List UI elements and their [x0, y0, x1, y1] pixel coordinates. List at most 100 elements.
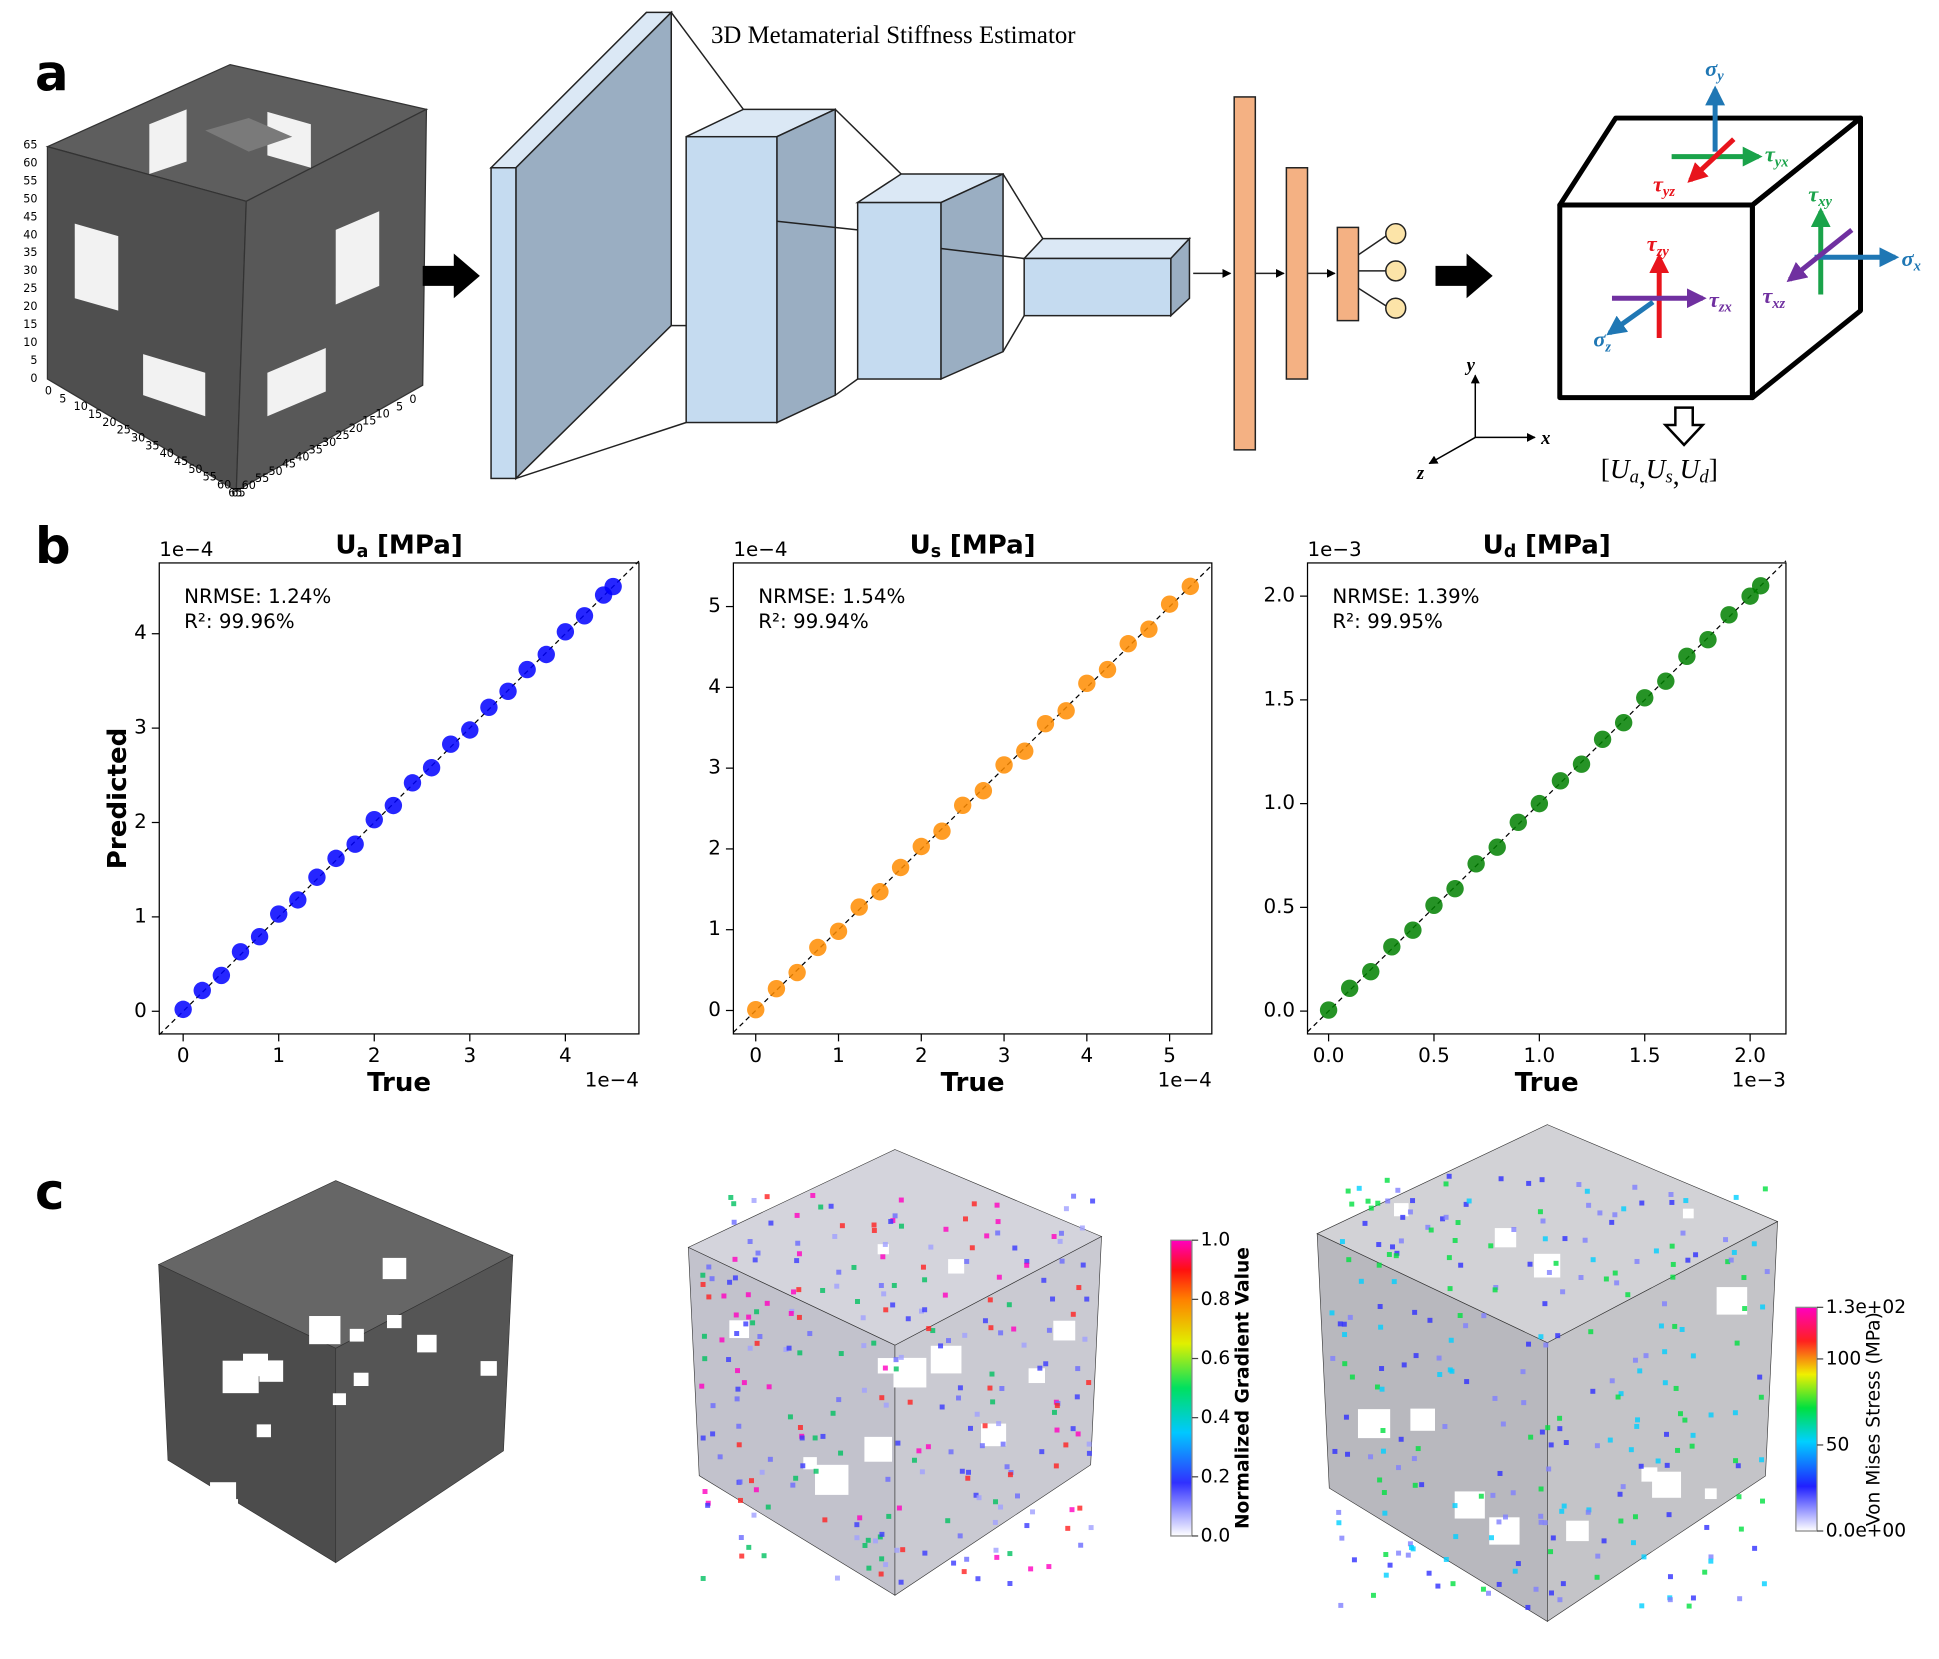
speckle: [982, 1423, 988, 1429]
symbol: τ: [1765, 142, 1776, 167]
speckle: [794, 1212, 800, 1218]
subscript: zy: [1656, 244, 1670, 260]
speckle: [1386, 1252, 1392, 1257]
speckle: [1685, 1257, 1691, 1263]
speckle: [1615, 1394, 1621, 1400]
speckle: [787, 1414, 793, 1420]
speckle: [1515, 1561, 1521, 1567]
axis-letter: y: [1465, 355, 1476, 376]
scatter-point: [289, 891, 307, 909]
speckle: [1733, 1194, 1739, 1200]
speckle: [963, 1216, 968, 1222]
scatter-point: [747, 1000, 765, 1019]
speckle: [871, 1227, 877, 1233]
speckle: [1582, 1237, 1588, 1243]
chart-title: Ud [MPa]: [1483, 530, 1611, 562]
hole: [877, 1244, 889, 1255]
speckle: [734, 1396, 740, 1402]
voxel-cube: [45, 63, 429, 492]
speckle: [1612, 1212, 1618, 1218]
speckle: [1051, 1234, 1057, 1240]
speckle: [759, 1469, 765, 1475]
speckle: [1082, 1336, 1088, 1342]
speckle: [749, 1478, 754, 1484]
speckle: [737, 1497, 743, 1503]
speckle: [1538, 1334, 1544, 1340]
speckle: [709, 1276, 715, 1282]
speckle: [1398, 1238, 1404, 1244]
title-unit: [MPa]: [377, 530, 463, 560]
cube-tick-label: 5: [396, 400, 403, 413]
speckle: [1594, 1574, 1600, 1580]
speckle: [1543, 1342, 1549, 1348]
x-tick-label: 0: [749, 1044, 762, 1067]
y-tick-label: 4: [708, 675, 721, 698]
speckle: [861, 1343, 867, 1349]
symbol: σ: [1902, 246, 1915, 271]
speckle: [1539, 1177, 1545, 1183]
speckle: [1447, 1286, 1453, 1292]
speckle: [764, 1194, 770, 1200]
speckle: [706, 1294, 712, 1300]
speckle: [794, 1258, 800, 1264]
speckle: [1446, 1173, 1452, 1179]
colorbar-tick-label: 0.6: [1201, 1348, 1231, 1369]
speckle: [992, 1519, 998, 1525]
speckle: [1512, 1568, 1518, 1574]
speckle: [996, 1274, 1002, 1280]
speckle: [979, 1443, 985, 1449]
x-tick-label: 2: [368, 1044, 381, 1067]
speckle: [990, 1399, 996, 1405]
scatter-point: [480, 698, 498, 717]
speckle: [1030, 1509, 1036, 1515]
speckle: [818, 1204, 824, 1210]
speckle: [1702, 1569, 1708, 1575]
speckle: [967, 1425, 973, 1431]
cube-tick-label: 0: [45, 384, 52, 397]
scatter-chart: 0 1 2 3 4 0 1 2 3 4 Ua [MPa] True Predicted 1e−4 1e−4 NR…: [103, 530, 640, 1098]
symbol: σ: [1705, 56, 1718, 81]
speckle: [893, 1357, 899, 1363]
speckle: [1037, 1365, 1043, 1371]
colorbar-title: Normalized Gradient Value: [1232, 1247, 1253, 1529]
speckle: [1381, 1490, 1387, 1495]
speckle: [745, 1292, 751, 1298]
speckle: [1349, 1201, 1355, 1207]
scatter-point: [1098, 660, 1117, 679]
cube-tick-label: 0: [409, 393, 416, 406]
speckle: [1559, 1508, 1565, 1514]
cube-tick-label: 65: [23, 138, 37, 151]
speckle: [879, 1395, 885, 1401]
title-base: U: [335, 530, 356, 560]
speckle: [1346, 1257, 1352, 1263]
speckle: [1480, 1586, 1486, 1592]
speckle: [1384, 1177, 1390, 1183]
colorbar-tick-label: 1.3e+02: [1826, 1297, 1906, 1318]
scatter-point: [1404, 921, 1422, 939]
cube-tick-label: 35: [23, 246, 37, 259]
speckle: [1693, 1252, 1699, 1258]
y-tick-label: 1: [134, 904, 147, 927]
speckle: [1063, 1442, 1069, 1448]
speckle: [796, 1314, 802, 1320]
x-tick-label: 1: [832, 1044, 845, 1067]
speckle: [1342, 1361, 1348, 1367]
speckle: [1046, 1564, 1052, 1570]
speckle: [976, 1495, 982, 1501]
colorbar-tick-label: 0.4: [1201, 1407, 1231, 1428]
cube-tick-label: 65: [231, 486, 245, 499]
speckle: [962, 1332, 968, 1338]
hole: [1410, 1408, 1435, 1431]
speckle: [734, 1331, 740, 1336]
speckle: [1728, 1257, 1734, 1263]
speckle: [1725, 1259, 1731, 1265]
render-cube: [1316, 1124, 1779, 1622]
speckle: [1000, 1441, 1006, 1447]
speckle: [1078, 1542, 1084, 1548]
speckle: [1757, 1374, 1763, 1380]
speckle: [1069, 1507, 1075, 1513]
speckle: [764, 1300, 770, 1306]
speckle: [1024, 1523, 1030, 1529]
panel-label: c: [35, 1163, 64, 1221]
